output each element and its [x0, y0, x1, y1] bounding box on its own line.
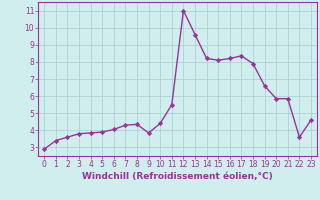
X-axis label: Windchill (Refroidissement éolien,°C): Windchill (Refroidissement éolien,°C) — [82, 172, 273, 181]
